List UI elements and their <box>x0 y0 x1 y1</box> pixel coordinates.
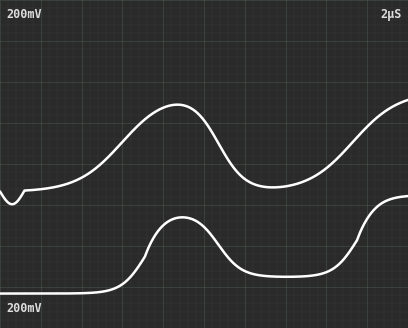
Text: 200mV: 200mV <box>6 8 42 21</box>
Text: 2µS: 2µS <box>381 8 402 21</box>
Text: 200mV: 200mV <box>6 302 42 315</box>
